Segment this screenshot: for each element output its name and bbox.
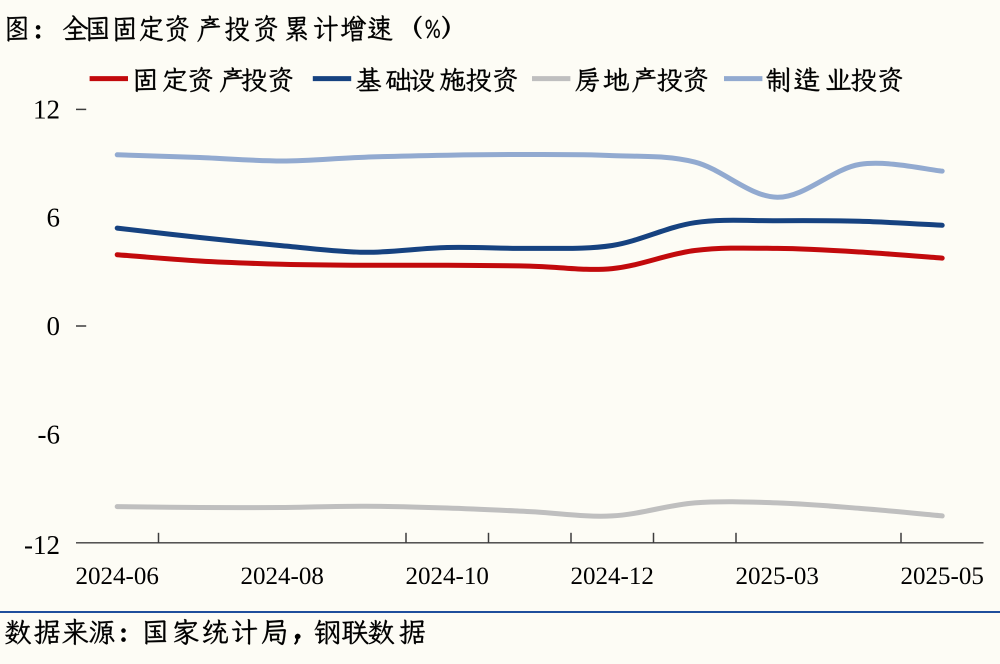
svg-text:2024-10: 2024-10 [406,563,489,590]
svg-text:2024-08: 2024-08 [241,563,324,590]
svg-text:2025-05: 2025-05 [901,563,984,590]
svg-text:-6: -6 [38,420,61,450]
svg-text:-12: -12 [24,530,60,560]
svg-text:6: 6 [47,202,61,232]
svg-text:12: 12 [33,94,60,124]
svg-text:2024-06: 2024-06 [76,563,159,590]
svg-text:2024-12: 2024-12 [571,563,654,590]
svg-text:0: 0 [47,311,61,341]
svg-text:2025-03: 2025-03 [736,563,819,590]
